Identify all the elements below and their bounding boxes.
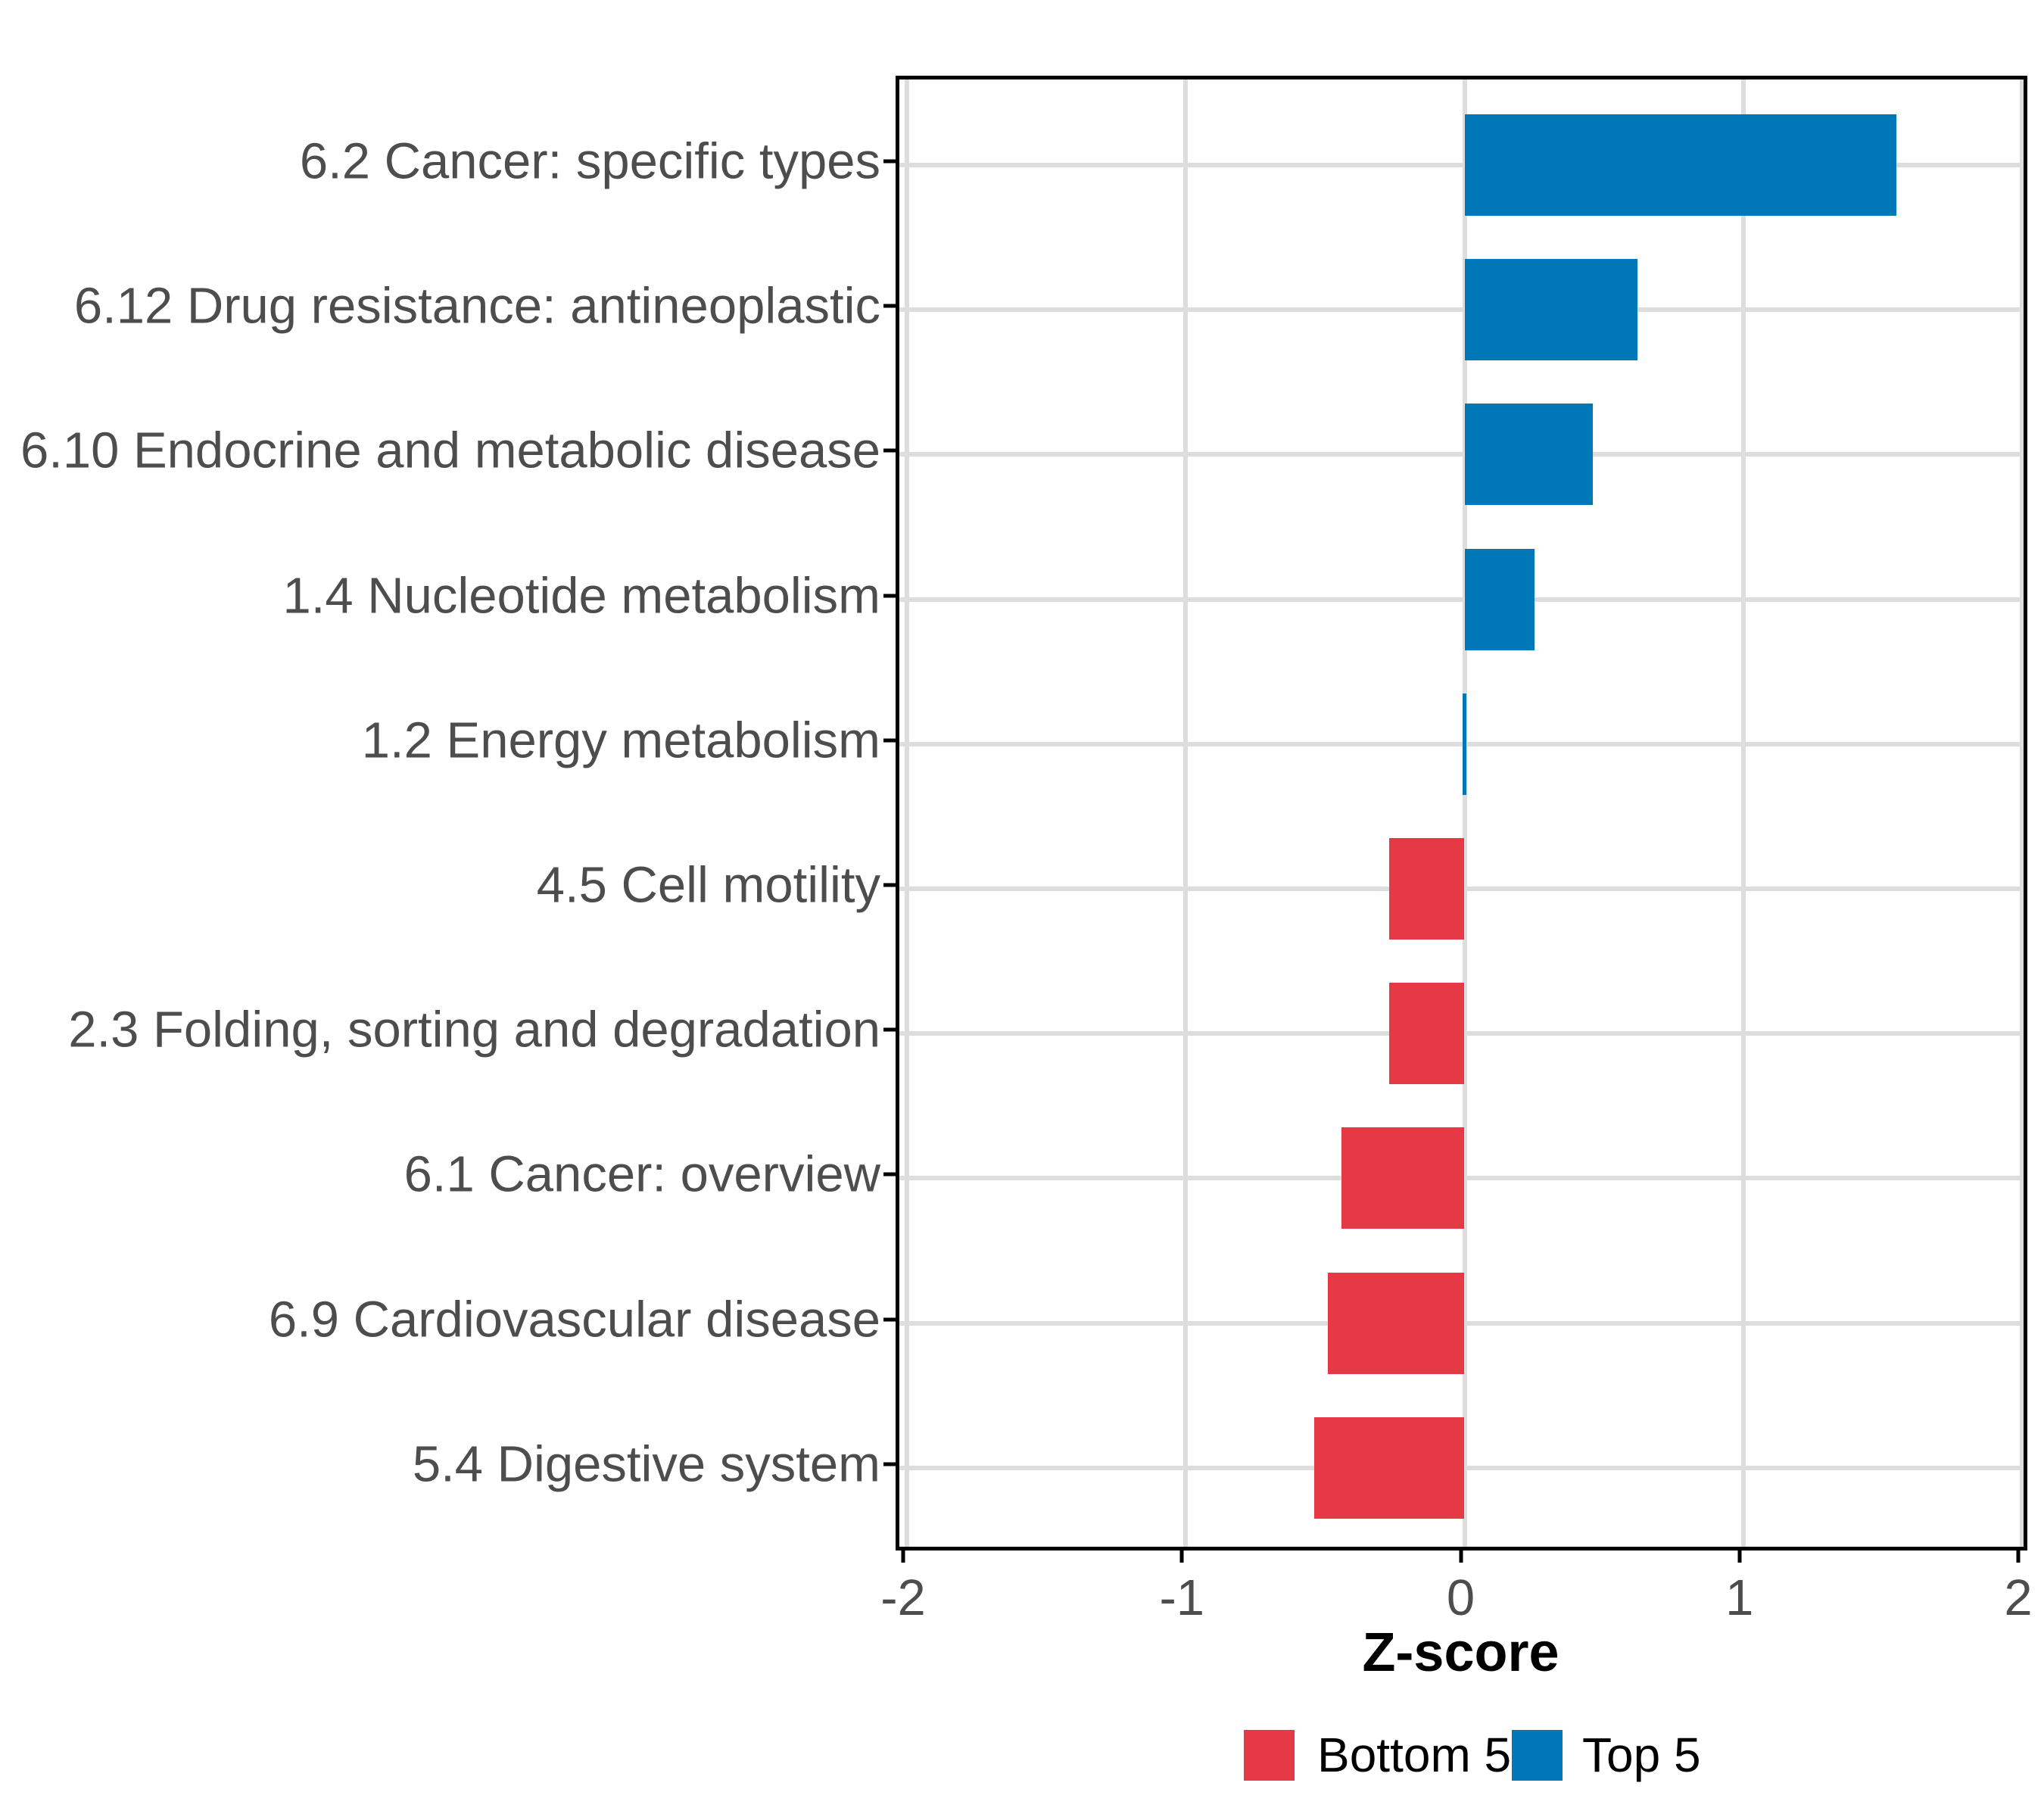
x-axis-tick [901, 1551, 905, 1563]
x-axis-title: Z-score [1362, 1622, 1559, 1683]
bar-top5 [1463, 693, 1466, 795]
y-axis-label: 2.3 Folding, sorting and degradation [68, 1001, 880, 1058]
x-axis-tick-label: 1 [1725, 1569, 1754, 1626]
legend-key-top-5 [1512, 1730, 1563, 1781]
vertical-gridline [1183, 79, 1189, 1547]
vertical-gridline [1740, 79, 1746, 1547]
bar-top5 [1464, 114, 1897, 216]
legend-label-bottom-5: Bottom 5 [1317, 1728, 1512, 1782]
y-axis-label: 6.12 Drug resistance: antineoplastic [73, 277, 880, 335]
y-axis-tick [883, 594, 896, 598]
vertical-gridline [1462, 79, 1467, 1547]
bar-top5 [1464, 259, 1637, 361]
y-axis-tick [883, 159, 896, 164]
x-axis-tick [2016, 1551, 2021, 1563]
horizontal-gridline [899, 163, 2024, 167]
y-axis-label: 1.4 Nucleotide metabolism [282, 567, 880, 625]
x-axis-tick-label: -1 [1159, 1569, 1205, 1626]
x-axis-tick-label: 0 [1446, 1569, 1475, 1626]
bar-top5 [1464, 548, 1535, 650]
x-axis-tick-label: -2 [880, 1569, 926, 1626]
y-axis-label: 6.1 Cancer: overview [404, 1145, 880, 1203]
y-axis-label: 1.2 Energy metabolism [361, 712, 880, 769]
horizontal-gridline [899, 597, 2024, 602]
y-axis-label: 6.9 Cardiovascular disease [268, 1291, 880, 1348]
y-axis-label: 6.10 Endocrine and metabolic disease [20, 422, 880, 479]
y-axis-label: 4.5 Cell motility [536, 856, 880, 914]
y-axis-label: 6.2 Cancer: specific types [299, 132, 880, 190]
bar-bottom5 [1313, 1417, 1465, 1519]
legend-key-bottom-5 [1244, 1730, 1295, 1781]
horizontal-gridline [899, 741, 2024, 746]
y-axis-tick [883, 1462, 896, 1466]
x-axis-tick [1737, 1551, 1742, 1563]
y-axis-tick [883, 304, 896, 308]
bar-bottom5 [1341, 1127, 1465, 1230]
bar-bottom5 [1328, 1272, 1465, 1374]
vertical-gridline [2020, 79, 2024, 1547]
y-axis-label: 5.4 Digestive system [412, 1435, 880, 1493]
bar-top5 [1464, 404, 1593, 506]
y-axis-tick [883, 738, 896, 743]
y-axis-tick [883, 1027, 896, 1032]
horizontal-gridline [899, 452, 2024, 457]
bar-bottom5 [1389, 983, 1465, 1085]
bar-bottom5 [1389, 838, 1465, 940]
x-axis-tick-label: 2 [2004, 1569, 2033, 1626]
x-axis-tick [1459, 1551, 1463, 1563]
plot-panel [896, 76, 2027, 1551]
vertical-gridline [905, 79, 909, 1547]
horizontal-gridline [899, 307, 2024, 313]
y-axis-tick [883, 448, 896, 453]
legend-label-top-5: Top 5 [1582, 1728, 1701, 1782]
x-axis-tick [1179, 1551, 1184, 1563]
y-axis-tick [883, 1317, 896, 1322]
y-axis-tick [883, 1172, 896, 1177]
y-axis-tick [883, 883, 896, 887]
